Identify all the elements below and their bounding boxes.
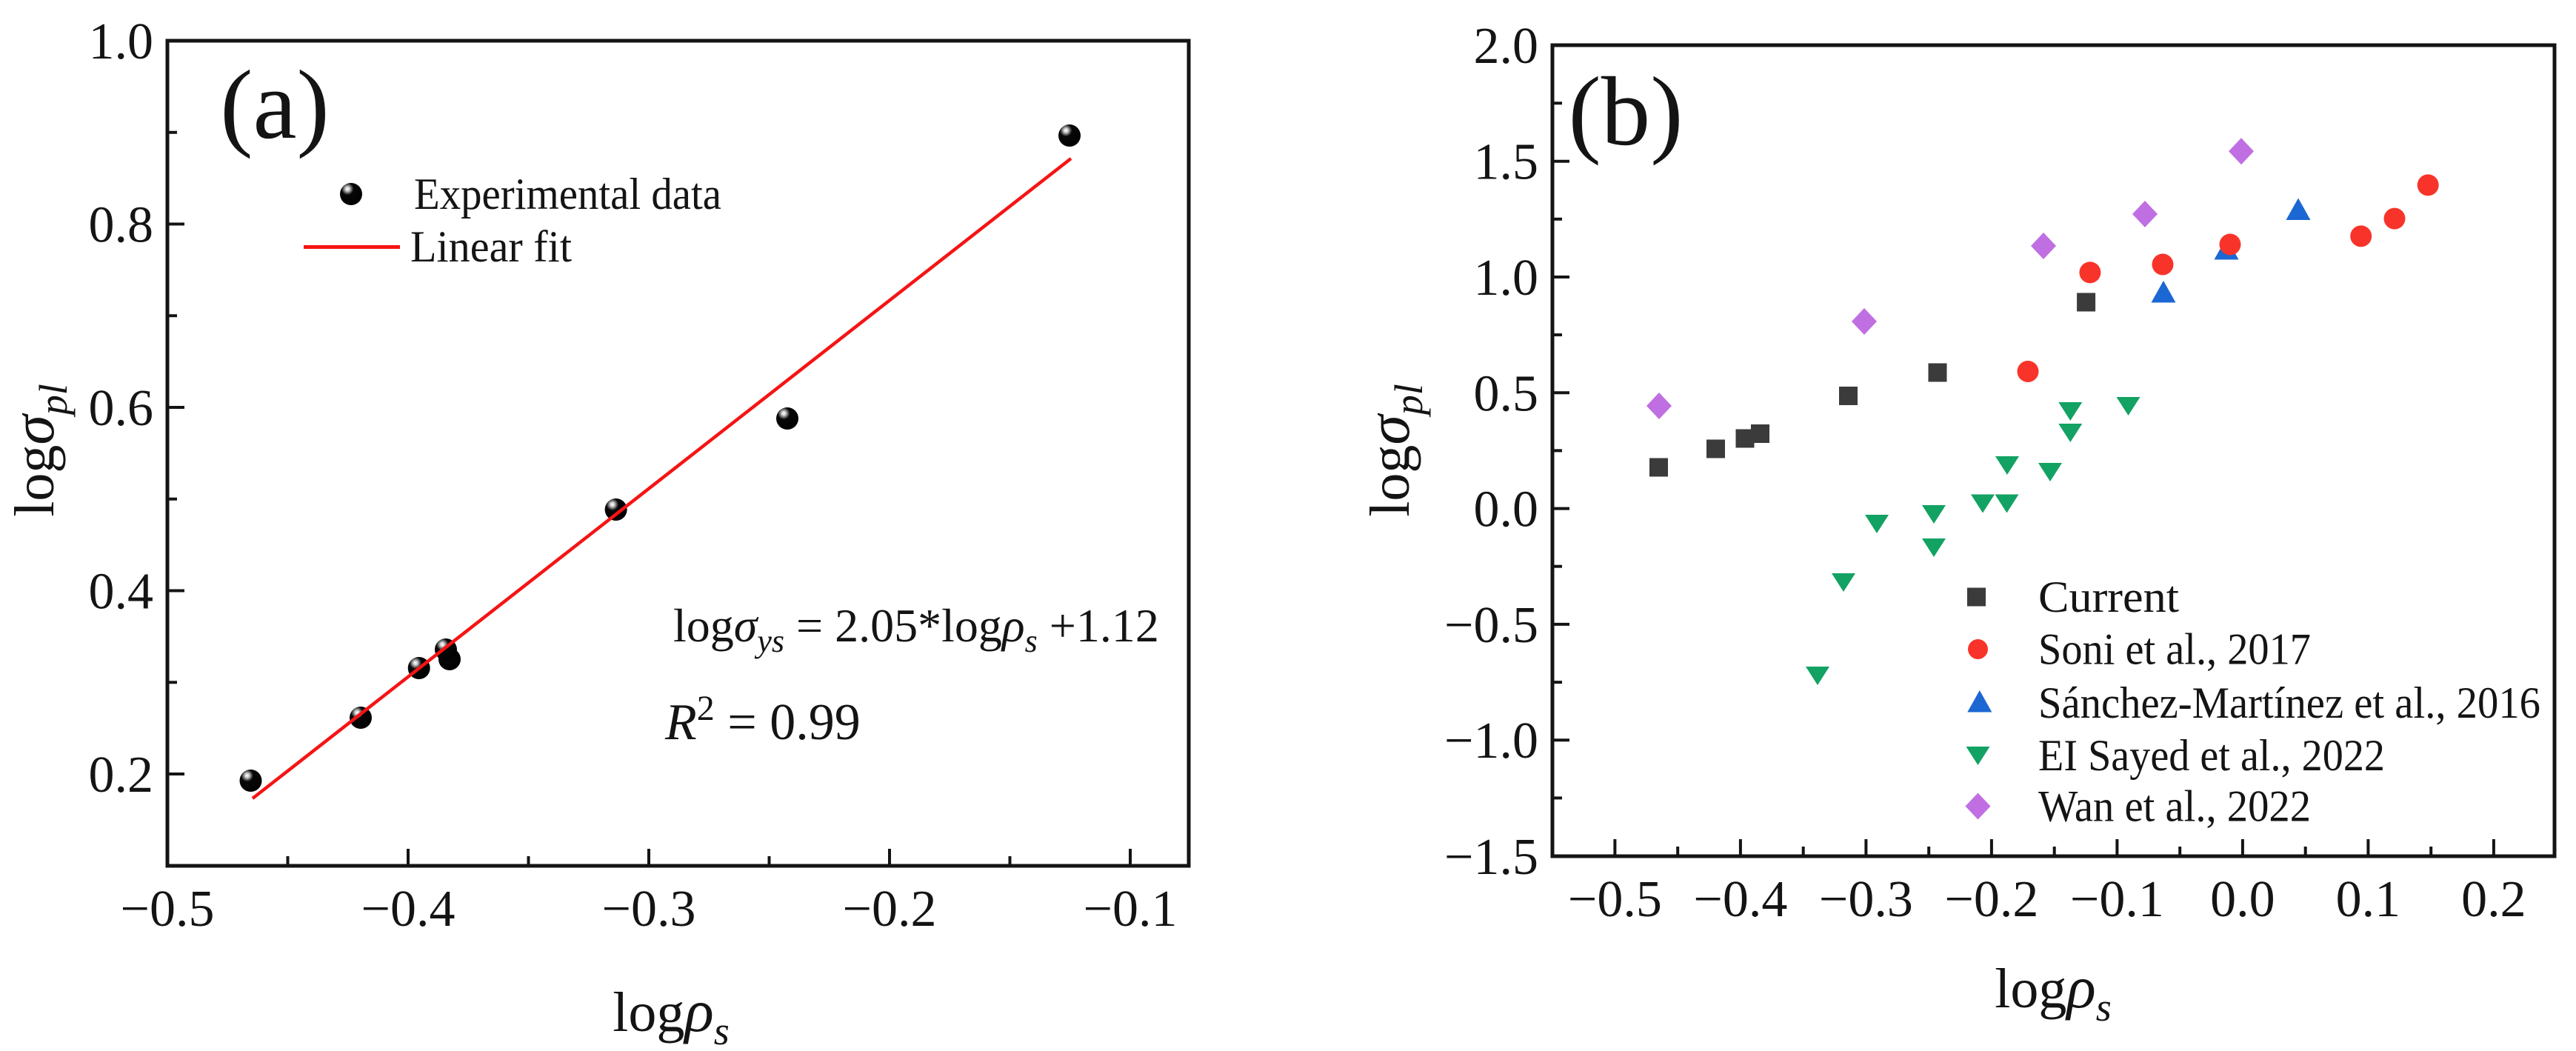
svg-text:−0.2: −0.2 [1944,871,2038,928]
svg-text:(b): (b) [1568,56,1683,166]
svg-text:−1.5: −1.5 [1444,829,1538,886]
svg-text:Soni et al., 2017: Soni et al., 2017 [2038,625,2311,674]
svg-text:Wan et al., 2022: Wan et al., 2022 [2038,782,2311,831]
svg-text:−1.0: −1.0 [1444,713,1538,770]
svg-text:−0.1: −0.1 [2070,871,2164,928]
svg-text:Linear fit: Linear fit [410,222,572,271]
svg-text:−0.4: −0.4 [1693,871,1787,928]
svg-text:−0.3: −0.3 [1819,871,1913,928]
svg-text:Experimental data: Experimental data [414,170,721,218]
svg-text:−0.1: −0.1 [1084,881,1178,938]
svg-text:0.2: 0.2 [2461,871,2526,928]
svg-text:0.8: 0.8 [89,197,154,254]
svg-text:−0.2: −0.2 [843,881,937,938]
svg-text:0.5: 0.5 [1474,365,1539,422]
svg-text:logσpl: logσpl [1355,384,1431,517]
svg-text:0.0: 0.0 [1474,481,1539,538]
svg-text:EI Sayed et al., 2022: EI Sayed et al., 2022 [2038,731,2385,780]
svg-text:Sánchez-Martínez et al., 2016: Sánchez-Martínez et al., 2016 [2038,678,2540,727]
svg-text:logσys = 2.05*logρs +1.12: logσys = 2.05*logρs +1.12 [673,599,1159,659]
svg-text:−0.5: −0.5 [121,881,215,938]
svg-text:−0.5: −0.5 [1444,597,1538,654]
svg-text:−0.5: −0.5 [1568,871,1662,928]
svg-text:logρs: logρs [613,977,730,1051]
svg-text:0.2: 0.2 [89,747,154,804]
svg-text:−0.3: −0.3 [602,881,696,938]
svg-text:1.0: 1.0 [89,13,154,70]
svg-text:logρs: logρs [1995,953,2112,1030]
svg-text:(a): (a) [220,50,330,159]
svg-text:2.0: 2.0 [1474,18,1539,75]
svg-text:1.0: 1.0 [1474,250,1539,307]
svg-text:R2 = 0.99: R2 = 0.99 [664,689,861,751]
svg-text:0.1: 0.1 [2336,871,2401,928]
svg-text:0.0: 0.0 [2210,871,2275,928]
svg-text:0.4: 0.4 [89,564,154,621]
svg-text:Current: Current [2038,573,2179,621]
svg-text:1.5: 1.5 [1474,134,1539,191]
svg-text:−0.4: −0.4 [361,881,456,938]
svg-text:0.6: 0.6 [89,380,154,437]
